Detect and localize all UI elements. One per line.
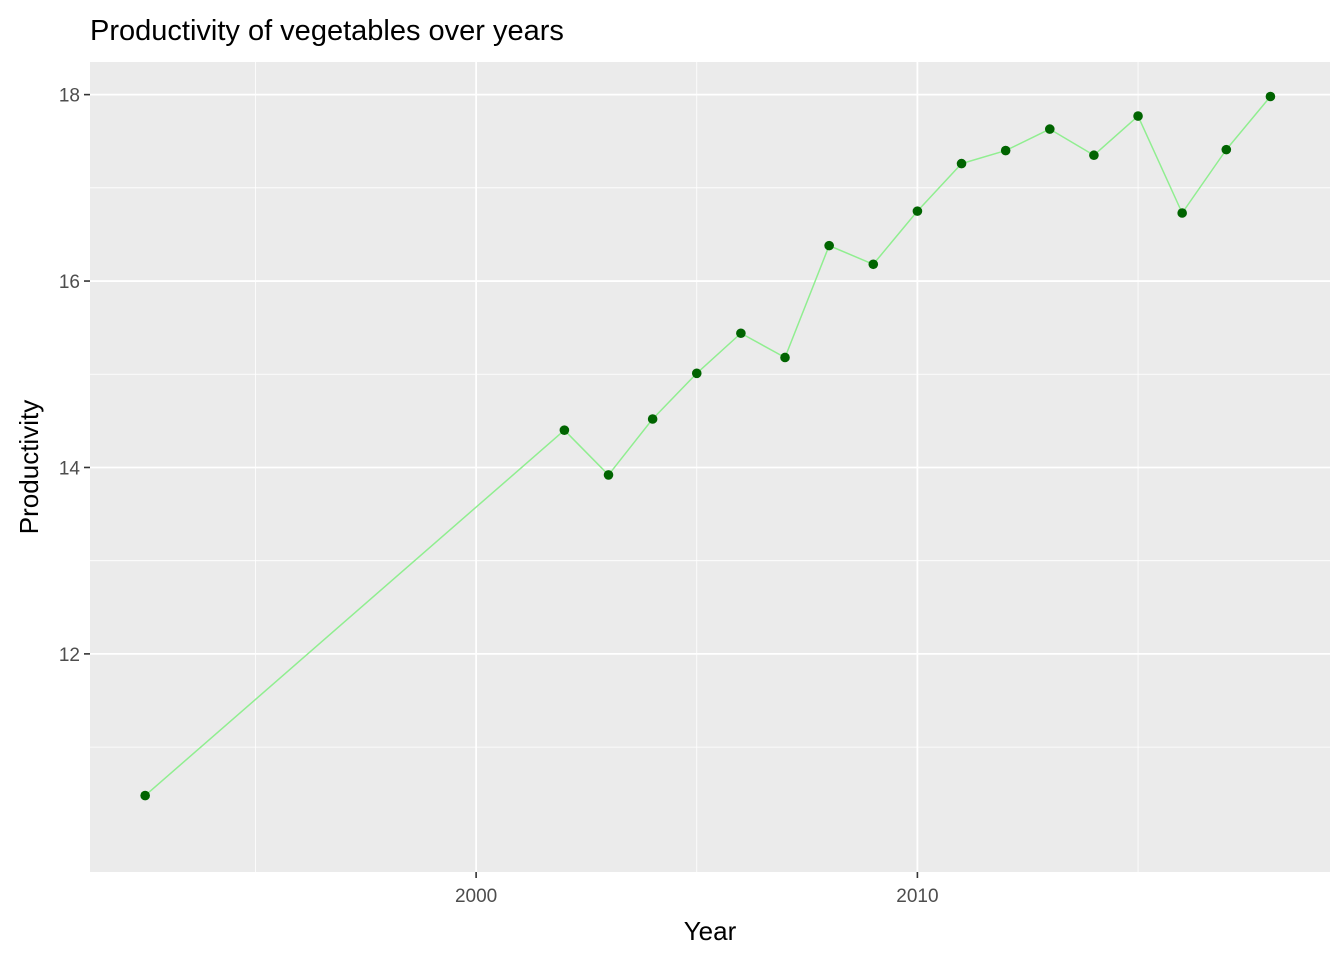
line-segment xyxy=(1225,95,1272,151)
line-segment xyxy=(784,244,830,359)
data-point xyxy=(1133,111,1143,121)
line-segment xyxy=(740,332,786,359)
line-segment xyxy=(696,332,742,375)
chart-title: Productivity of vegetables over years xyxy=(90,15,564,47)
y-axis: 12 14 16 18 xyxy=(59,86,90,666)
y-axis-label: Productivity xyxy=(14,400,44,534)
data-point xyxy=(691,368,702,379)
data-point xyxy=(1044,124,1055,134)
series-points xyxy=(140,91,1276,801)
data-point xyxy=(1265,91,1276,102)
data-point xyxy=(647,414,658,424)
line-segment xyxy=(1181,148,1228,214)
data-point xyxy=(1000,145,1011,156)
y-tick-label: 18 xyxy=(59,86,80,107)
y-tick-label: 16 xyxy=(59,272,80,293)
data-point xyxy=(780,352,790,363)
line-segment xyxy=(651,372,698,420)
line-segment xyxy=(916,162,963,212)
y-tick-label: 12 xyxy=(59,645,80,666)
line-segment xyxy=(1093,115,1139,156)
x-axis: 2000 2010 xyxy=(455,872,939,907)
line-segment xyxy=(144,429,566,797)
data-point xyxy=(603,470,614,480)
data-point xyxy=(736,328,746,339)
series-lines xyxy=(144,95,1272,797)
line-segment xyxy=(960,149,1007,165)
data-point xyxy=(868,259,879,270)
data-point xyxy=(140,790,150,801)
line-segment xyxy=(563,429,610,476)
data-point xyxy=(912,206,923,216)
data-point xyxy=(824,240,834,251)
major-gridlines xyxy=(90,62,1330,872)
line-segment xyxy=(872,210,919,266)
line-segment xyxy=(1137,115,1183,214)
line-segment xyxy=(1004,128,1051,152)
y-tick-label: 14 xyxy=(59,458,81,479)
x-tick-label: 2000 xyxy=(455,886,497,907)
line-segment xyxy=(1049,128,1095,156)
line-segment xyxy=(828,244,875,266)
x-tick-label: 2010 xyxy=(896,886,938,907)
data-point xyxy=(1089,150,1099,161)
x-axis-label: Year xyxy=(684,916,737,946)
data-point xyxy=(559,425,570,435)
data-point xyxy=(1177,208,1187,218)
data-point xyxy=(1221,144,1232,155)
data-point xyxy=(956,158,967,169)
line-segment xyxy=(607,418,654,476)
